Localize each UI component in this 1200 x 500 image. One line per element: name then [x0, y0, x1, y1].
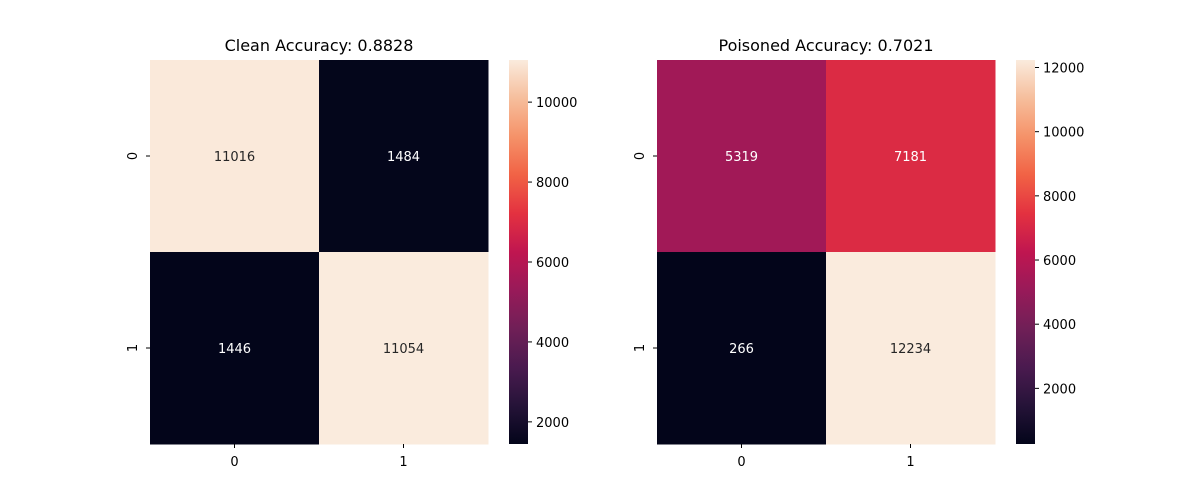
- colorbar-tick-label: 8000: [1043, 190, 1076, 205]
- cell-value-label: 7181: [894, 150, 927, 165]
- x-tick-label: 1: [399, 455, 407, 470]
- x-tick-label: 1: [906, 455, 914, 470]
- colorbar-tick-label: 2000: [536, 416, 569, 431]
- chart-title: Clean Accuracy: 0.8828: [225, 36, 414, 55]
- cell-value-label: 11054: [383, 342, 424, 357]
- colorbar: [509, 60, 528, 444]
- colorbar-tick-label: 8000: [536, 176, 569, 191]
- x-tick-label: 0: [737, 455, 745, 470]
- cell-value-label: 12234: [890, 342, 931, 357]
- heatmap-panel-1: Clean Accuracy: 0.8828 11016 1484 1446 11054…: [126, 36, 577, 470]
- heatmap-cell: [826, 252, 996, 445]
- colorbar-tick-label: 10000: [536, 96, 577, 111]
- chart-title: Poisoned Accuracy: 0.7021: [718, 36, 933, 55]
- heatmap-cell: [657, 252, 827, 445]
- x-tick-label: 0: [230, 455, 238, 470]
- heatmap-panel-2: Poisoned Accuracy: 0.7021 5319 7181 266 1223…: [633, 36, 1084, 470]
- colorbar-tick-label: 6000: [1043, 254, 1076, 269]
- y-tick-label: 1: [126, 344, 141, 352]
- cell-value-label: 11016: [214, 150, 255, 165]
- heatmap-cell: [319, 60, 489, 253]
- colorbar-tick-label: 4000: [536, 336, 569, 351]
- colorbar-tick-label: 10000: [1043, 126, 1084, 141]
- colorbar-tick-label: 2000: [1043, 382, 1076, 397]
- cell-value-label: 266: [729, 342, 754, 357]
- colorbar: [1016, 60, 1035, 444]
- heatmap-cell: [319, 252, 489, 445]
- heatmap-cell: [657, 60, 827, 253]
- y-tick-label: 0: [633, 152, 648, 160]
- heatmap-cell: [826, 60, 996, 253]
- heatmap-cell: [150, 60, 320, 253]
- colorbar-tick-label: 12000: [1043, 62, 1084, 77]
- cell-value-label: 1484: [387, 150, 420, 165]
- colorbar-tick-label: 6000: [536, 256, 569, 271]
- y-tick-label: 0: [126, 152, 141, 160]
- cell-value-label: 1446: [218, 342, 251, 357]
- cell-value-label: 5319: [725, 150, 758, 165]
- heatmap-cell: [150, 252, 320, 445]
- colorbar-tick-label: 4000: [1043, 318, 1076, 333]
- y-tick-label: 1: [633, 344, 648, 352]
